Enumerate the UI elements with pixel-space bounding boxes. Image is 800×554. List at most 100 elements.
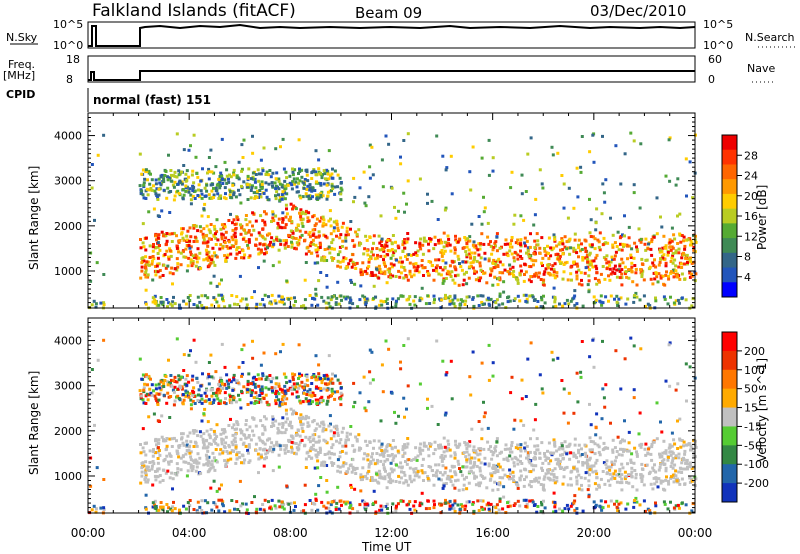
echo-cell — [348, 464, 352, 467]
echo-cell — [289, 296, 293, 300]
echo-cell — [303, 178, 307, 181]
echo-cell — [586, 470, 590, 474]
echo-cell — [575, 274, 579, 278]
echo-cell — [293, 182, 297, 186]
echo-cell — [314, 287, 318, 291]
echo-cell — [402, 344, 406, 347]
echo-cell — [198, 400, 202, 404]
echo-cell — [330, 446, 334, 450]
echo-cell — [327, 382, 331, 386]
echo-cell — [580, 483, 583, 487]
echo-cell — [473, 251, 477, 255]
echo-cell — [465, 295, 469, 299]
echo-cell — [254, 305, 258, 309]
echo-cell — [306, 184, 310, 188]
echo-cell — [186, 296, 190, 299]
echo-cell — [290, 440, 294, 444]
echo-cell — [144, 268, 148, 272]
echo-cell — [200, 509, 204, 512]
echo-cell — [274, 194, 277, 198]
echo-cell — [367, 465, 371, 469]
echo-cell — [182, 504, 186, 508]
echo-cell — [490, 474, 494, 478]
echo-cell — [294, 452, 298, 456]
echo-cell — [558, 259, 562, 263]
echo-cell — [525, 239, 529, 243]
echo-cell — [149, 186, 153, 190]
nave-tick-high: 60 — [708, 53, 722, 66]
echo-cell — [372, 284, 376, 288]
echo-cell — [253, 495, 256, 499]
echo-cell — [140, 261, 144, 265]
echo-cell — [540, 387, 544, 391]
echo-cell — [168, 437, 172, 441]
echo-cell — [236, 423, 240, 427]
echo-cell — [210, 508, 214, 512]
freq-tick-high: 18 — [66, 53, 80, 66]
echo-cell — [394, 421, 398, 425]
echo-cell — [382, 454, 386, 458]
echo-cell — [148, 393, 151, 397]
echo-cell — [154, 438, 158, 442]
echo-cell — [277, 177, 281, 181]
echo-cell — [401, 455, 405, 458]
echo-cell — [150, 262, 154, 266]
echo-cell — [223, 391, 227, 395]
y-tick-label: 1000 — [54, 265, 82, 278]
echo-cell — [158, 386, 162, 390]
echo-cell — [371, 378, 375, 382]
echo-cell — [549, 254, 553, 258]
echo-cell — [359, 242, 363, 246]
echo-cell — [679, 240, 683, 244]
date-label: 03/Dec/2010 — [590, 2, 686, 20]
echo-cell — [160, 435, 164, 439]
echo-cell — [543, 506, 547, 510]
echo-cell — [489, 244, 493, 248]
echo-cell — [513, 297, 517, 301]
echo-cell — [434, 471, 438, 475]
echo-cell — [594, 264, 598, 268]
echo-cell — [399, 162, 403, 166]
echo-cell — [441, 259, 445, 263]
echo-cell — [563, 235, 567, 239]
echo-cell — [482, 400, 485, 404]
echo-cell — [377, 469, 381, 473]
echo-cell — [406, 384, 410, 388]
echo-cell — [402, 191, 406, 195]
echo-cell — [235, 451, 239, 455]
echo-cell — [667, 277, 671, 281]
echo-cell — [602, 396, 606, 400]
echo-cell — [206, 459, 210, 463]
echo-cell — [138, 357, 142, 361]
echo-cell — [576, 469, 580, 473]
echo-cell — [395, 504, 398, 508]
echo-cell — [267, 173, 271, 177]
echo-cell — [403, 446, 407, 450]
echo-cell — [688, 476, 692, 480]
echo-cell — [254, 391, 258, 395]
echo-cell — [336, 431, 340, 435]
echo-cell — [463, 508, 467, 511]
echo-cell — [477, 276, 481, 280]
echo-cell — [553, 440, 557, 444]
echo-cell — [534, 259, 538, 263]
echo-cell — [200, 499, 204, 503]
echo-cell — [262, 259, 266, 263]
echo-cell — [217, 487, 221, 491]
echo-cell — [249, 438, 253, 442]
echo-cell — [145, 260, 149, 264]
echo-cell — [246, 448, 250, 452]
echo-cell — [459, 265, 463, 269]
colorbar-segment — [722, 179, 737, 195]
echo-cell — [402, 481, 406, 485]
echo-cell — [452, 507, 456, 511]
echo-cell — [219, 401, 222, 405]
echo-cell — [683, 277, 687, 281]
echo-cell — [338, 250, 342, 254]
echo-cell — [541, 281, 545, 285]
echo-cell — [225, 174, 229, 178]
echo-cell — [277, 465, 281, 469]
echo-cell — [226, 451, 230, 455]
echo-cell — [262, 448, 266, 452]
echo-cell — [157, 177, 161, 181]
